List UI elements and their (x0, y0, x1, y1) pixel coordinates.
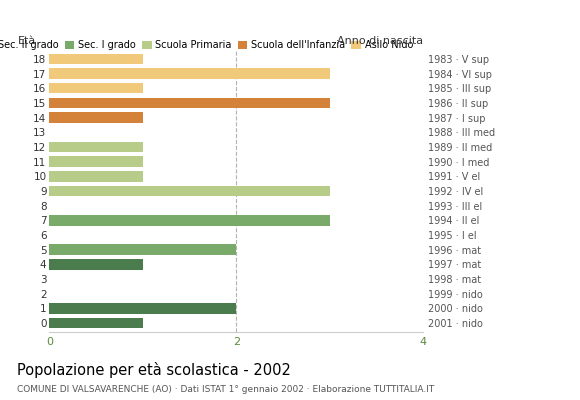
Bar (49, 215, 330, 226)
Text: COMUNE DI VALSAVARENCHE (AO) · Dati ISTAT 1° gennaio 2002 · Elaborazione TUTTITA: COMUNE DI VALSAVARENCHE (AO) · Dati ISTA… (17, 385, 434, 394)
Bar (49, 98, 330, 108)
Bar (49, 259, 143, 270)
Bar (49, 318, 143, 328)
Bar (49, 171, 143, 182)
Bar (49, 112, 143, 123)
Bar (49, 83, 143, 94)
Bar (49, 156, 143, 167)
Bar (49, 244, 237, 255)
Text: Popolazione per età scolastica - 2002: Popolazione per età scolastica - 2002 (17, 362, 291, 378)
Text: Età: Età (17, 36, 36, 46)
Bar (49, 142, 143, 152)
Bar (49, 186, 330, 196)
Legend: Sec. II grado, Sec. I grado, Scuola Primaria, Scuola dell'Infanzia, Asilo Nido: Sec. II grado, Sec. I grado, Scuola Prim… (0, 36, 417, 54)
Bar (49, 54, 143, 64)
Bar (49, 303, 237, 314)
Bar (49, 68, 330, 79)
Text: Anno di nascita: Anno di nascita (338, 36, 423, 46)
